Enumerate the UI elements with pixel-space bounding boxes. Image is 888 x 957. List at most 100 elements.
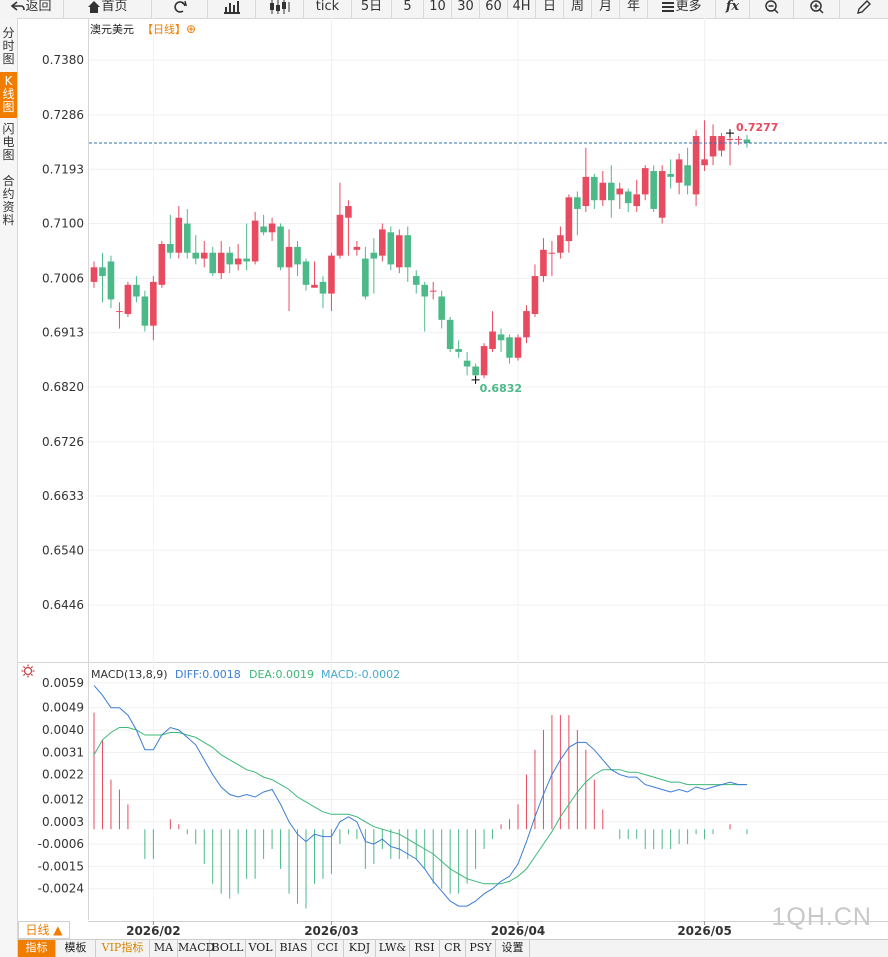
candle-body — [506, 337, 513, 358]
side-tab-contract-info[interactable]: 合约资料 — [0, 172, 17, 234]
macd-tick-label: 0.0040 — [42, 723, 84, 737]
zoom-in-button[interactable] — [794, 0, 840, 18]
diff-line — [93, 685, 747, 907]
period-year[interactable]: 年 — [620, 0, 648, 18]
draw-button[interactable] — [840, 0, 888, 18]
indicator-tab-macd[interactable]: MACD — [178, 940, 214, 957]
side-tab-timeshare[interactable]: 分时图 — [0, 24, 17, 70]
price-axis: 0.7380 0.7286 0.7193 0.7100 0.7006 0.6913 0.68… — [42, 53, 84, 612]
zoom-out-button[interactable] — [750, 0, 794, 18]
candle-body — [523, 311, 530, 338]
period-30min[interactable]: 30 — [452, 0, 480, 18]
candle-body — [116, 311, 123, 313]
home-button[interactable]: 首页 — [64, 0, 152, 18]
macd-dea-value: DEA:0.0019 — [249, 668, 314, 681]
indicator-tab-bias[interactable]: BIAS — [276, 940, 312, 957]
candle-body — [302, 261, 310, 285]
indicator-tab-boll[interactable]: BOLL — [210, 940, 246, 957]
back-arrow-icon — [11, 1, 26, 11]
indicator-tab-ma[interactable]: MA — [150, 940, 178, 957]
candle-body — [463, 360, 471, 367]
zoom-in-icon — [809, 0, 824, 14]
period-day[interactable]: 日 — [536, 0, 564, 18]
period-week[interactable]: 周 — [564, 0, 592, 18]
candle-body — [650, 171, 657, 209]
macd-hist-value: MACD:-0.0002 — [321, 668, 400, 681]
period-10min[interactable]: 10 — [424, 0, 452, 18]
candle-body — [489, 331, 496, 350]
candle-body — [446, 319, 454, 350]
candle-body — [531, 276, 539, 314]
candle-body — [183, 223, 191, 253]
candle-body — [624, 191, 632, 204]
indicator-tab--[interactable]: 模板 — [56, 940, 96, 957]
tick-button[interactable]: tick — [304, 0, 352, 18]
candles — [90, 120, 751, 380]
indicator-tab-cr[interactable]: CR — [440, 940, 466, 957]
macd-histogram — [93, 712, 748, 909]
high-price-label: 0.7277 — [736, 121, 778, 134]
candle-body — [429, 290, 437, 292]
period-4h[interactable]: 4H — [508, 0, 536, 18]
indicator-tab-vol[interactable]: VOL — [246, 940, 276, 957]
price-tick-label: 0.7193 — [42, 162, 84, 176]
candle-body — [345, 206, 352, 218]
indicator-tab-psy[interactable]: PSY — [466, 940, 496, 957]
candle-body — [294, 246, 301, 265]
candle-body — [192, 252, 200, 259]
indicator-tab-kdj[interactable]: KDJ — [344, 940, 376, 957]
candlestick-chart[interactable]: 0.7380 0.7286 0.7193 0.7100 0.7006 0.6913 0.68… — [18, 18, 888, 662]
period-5min[interactable]: 5 — [392, 0, 424, 18]
candle-body — [285, 246, 293, 268]
side-tab-lightning[interactable]: 闪电图 — [0, 120, 17, 168]
macd-tick-label: 0.0059 — [42, 676, 84, 690]
macd-tick-label: 0.0003 — [42, 815, 84, 829]
price-tick-label: 0.7006 — [42, 271, 84, 285]
candle-body — [743, 139, 751, 144]
macd-chart[interactable]: 0.0059 0.0049 0.0040 0.0031 0.0022 0.0012 0.00… — [18, 662, 888, 920]
candlestick-button[interactable] — [256, 0, 304, 18]
candle-body — [582, 176, 590, 207]
pencil-icon — [857, 0, 871, 14]
candle-body — [438, 296, 445, 320]
period-month[interactable]: 月 — [592, 0, 620, 18]
period-5day[interactable]: 5日 — [352, 0, 392, 18]
add-indicator-icon[interactable]: ⊕ — [186, 22, 196, 36]
candle-body — [141, 296, 149, 326]
home-icon — [88, 1, 101, 13]
menu-icon — [662, 2, 675, 12]
indicator-tab--[interactable]: 指标 — [18, 940, 56, 957]
more-button[interactable]: 更多 — [648, 0, 716, 18]
chart-type-button[interactable] — [208, 0, 256, 18]
candle-body — [209, 252, 217, 274]
candle-body — [90, 267, 98, 282]
back-button[interactable]: 返回 — [0, 0, 64, 18]
candle-body — [133, 284, 140, 297]
candle-body — [599, 182, 607, 201]
macd-tick-label: -0.0015 — [38, 859, 84, 873]
candle-body — [455, 349, 462, 352]
date-axis: 2026/02 2026/03 2026/04 2026/05 — [88, 921, 888, 938]
indicator-tab--[interactable]: 设置 — [496, 940, 530, 957]
candle-body — [548, 252, 556, 254]
refresh-button[interactable] — [152, 0, 208, 18]
period-60min[interactable]: 60 — [480, 0, 508, 18]
period-selector[interactable]: 日线 ▲ — [18, 921, 70, 939]
candle-body — [362, 258, 369, 297]
candle-body — [412, 276, 420, 285]
indicator-tab-cci[interactable]: CCI — [312, 940, 344, 957]
settings-icon[interactable] — [21, 664, 35, 678]
indicator-tab-vip-[interactable]: VIP指标 — [96, 940, 150, 957]
candle-body — [353, 246, 361, 250]
candle-body — [675, 159, 683, 183]
indicator-tab-rsi[interactable]: RSI — [410, 940, 440, 957]
macd-tick-label: 0.0022 — [42, 768, 84, 782]
formula-button[interactable]: fx — [716, 0, 750, 18]
candle-body — [311, 284, 318, 288]
candle-body — [124, 284, 132, 314]
candle-body — [735, 138, 742, 140]
indicator-tab-lw-[interactable]: LW& — [376, 940, 410, 957]
